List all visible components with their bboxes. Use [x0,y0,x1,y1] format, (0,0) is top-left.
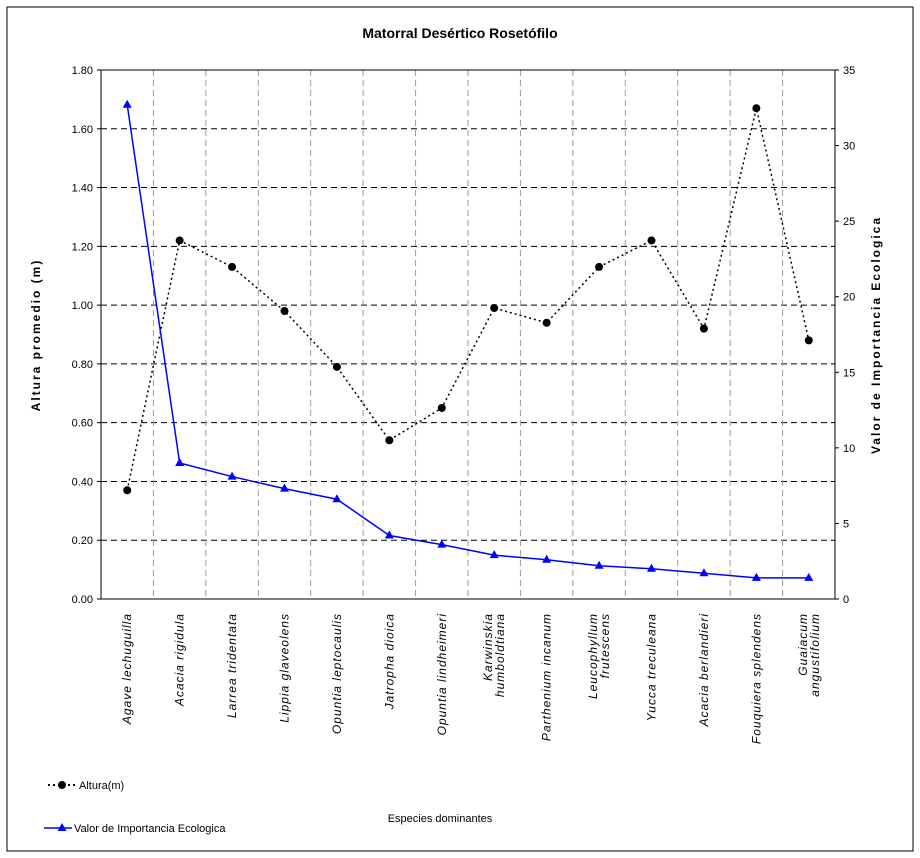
legend-item-vie: Valor de Importancia Ecologica [44,823,226,835]
category-label: Karwinskia [481,613,495,681]
left-tick-label: 1.00 [72,300,93,312]
category-label: Jatropha dioica [382,613,396,710]
right-axis-title: Valor de Importancia Ecologica [869,216,883,454]
legend-altura-marker [58,781,66,789]
vie-point [227,471,237,480]
left-tick-label: 0.80 [72,359,93,371]
left-axis-title: Altura promedio (m) [29,259,43,412]
altura-point [280,306,289,315]
right-tick-label: 5 [843,518,849,530]
vie-point [699,568,709,577]
vie-point [175,457,185,466]
altura-point [332,362,341,371]
series-line-1 [126,104,809,579]
vie-point [647,563,656,572]
altura-point [752,104,761,113]
category-label: Guaiacum [796,613,810,676]
vie-point [122,99,132,108]
vie-point [332,494,342,503]
altura-point [595,262,604,271]
altura-point [699,324,708,333]
category-label: Parthenium incanum [540,613,554,741]
altura-point [542,318,551,327]
category-label: Opuntia lindheimeri [435,613,449,735]
left-tick-label: 1.80 [72,65,93,77]
altura-point [228,262,237,271]
vie-point [489,550,499,559]
legend-altura-label: Altura(m) [79,780,124,792]
altura-point [804,336,813,345]
series-line-0 [126,108,810,491]
vie-point [804,572,814,581]
category-label: angustifolium [808,613,822,697]
legend-vie-marker [57,823,67,831]
right-tick-label: 0 [843,594,849,606]
chart-frame [6,6,914,852]
left-tick-label: 1.60 [72,124,93,136]
altura-point [175,236,184,245]
category-label: frutescens [598,613,612,678]
left-axis: 0.00 0.20 0.40 0.60 0.80 1.00 1.20 1.40 1.60 1.80 [72,65,101,606]
chart-title: Matorral Desértico Rosetófilo [362,25,557,41]
category-label: humboldtiana [493,613,507,697]
left-tick-label: 0.40 [72,476,93,488]
right-tick-label: 30 [843,141,855,153]
altura-point [647,236,656,245]
category-label: Yucca treculeana [645,613,659,721]
left-tick-label: 1.20 [72,241,93,253]
category-label: Lippia glaveolens [278,613,292,723]
altura-point [385,436,394,445]
vie-point [542,554,552,563]
vie-point [594,560,604,569]
right-tick-label: 20 [843,292,855,304]
left-tick-label: 0.60 [72,418,93,430]
legend-item-altura: Altura(m) [48,780,124,792]
vie-point [751,572,761,581]
right-axis: 0 5 10 15 20 25 30 35 [835,65,855,606]
category-label: Agave lechuguilla [120,613,134,725]
altura-point [437,403,446,412]
vie-point [384,530,394,539]
legend: Altura(m) Valor de Importancia Ecologica [44,780,226,835]
category-label: Acacia berlandieri [697,613,711,727]
legend-vie-label: Valor de Importancia Ecologica [74,823,226,835]
right-tick-label: 10 [843,443,855,455]
grid [101,70,835,599]
x-axis-title: Especies dominantes [388,813,493,825]
category-axis: Agave lechuguilla Acacia rigidula Larrea t… [120,613,822,744]
series-layer [122,99,814,581]
category-label: Opuntia leptocaulis [330,613,344,734]
plot-area [100,69,836,600]
left-tick-label: 0.20 [72,535,93,547]
category-label: Larrea tridentata [225,613,239,718]
altura-point [123,486,132,495]
vie-point [280,483,289,492]
left-tick-label: 1.40 [72,183,93,195]
vie-point [437,539,447,548]
left-tick-label: 0.00 [72,594,93,606]
category-label: Fouquiera splendens [749,613,763,744]
category-label: Leucophyllum [586,613,600,699]
right-tick-label: 15 [843,367,855,379]
right-tick-label: 35 [843,65,855,77]
altura-point [490,304,499,313]
right-tick-label: 25 [843,216,855,228]
category-label: Acacia rigidula [173,613,187,707]
